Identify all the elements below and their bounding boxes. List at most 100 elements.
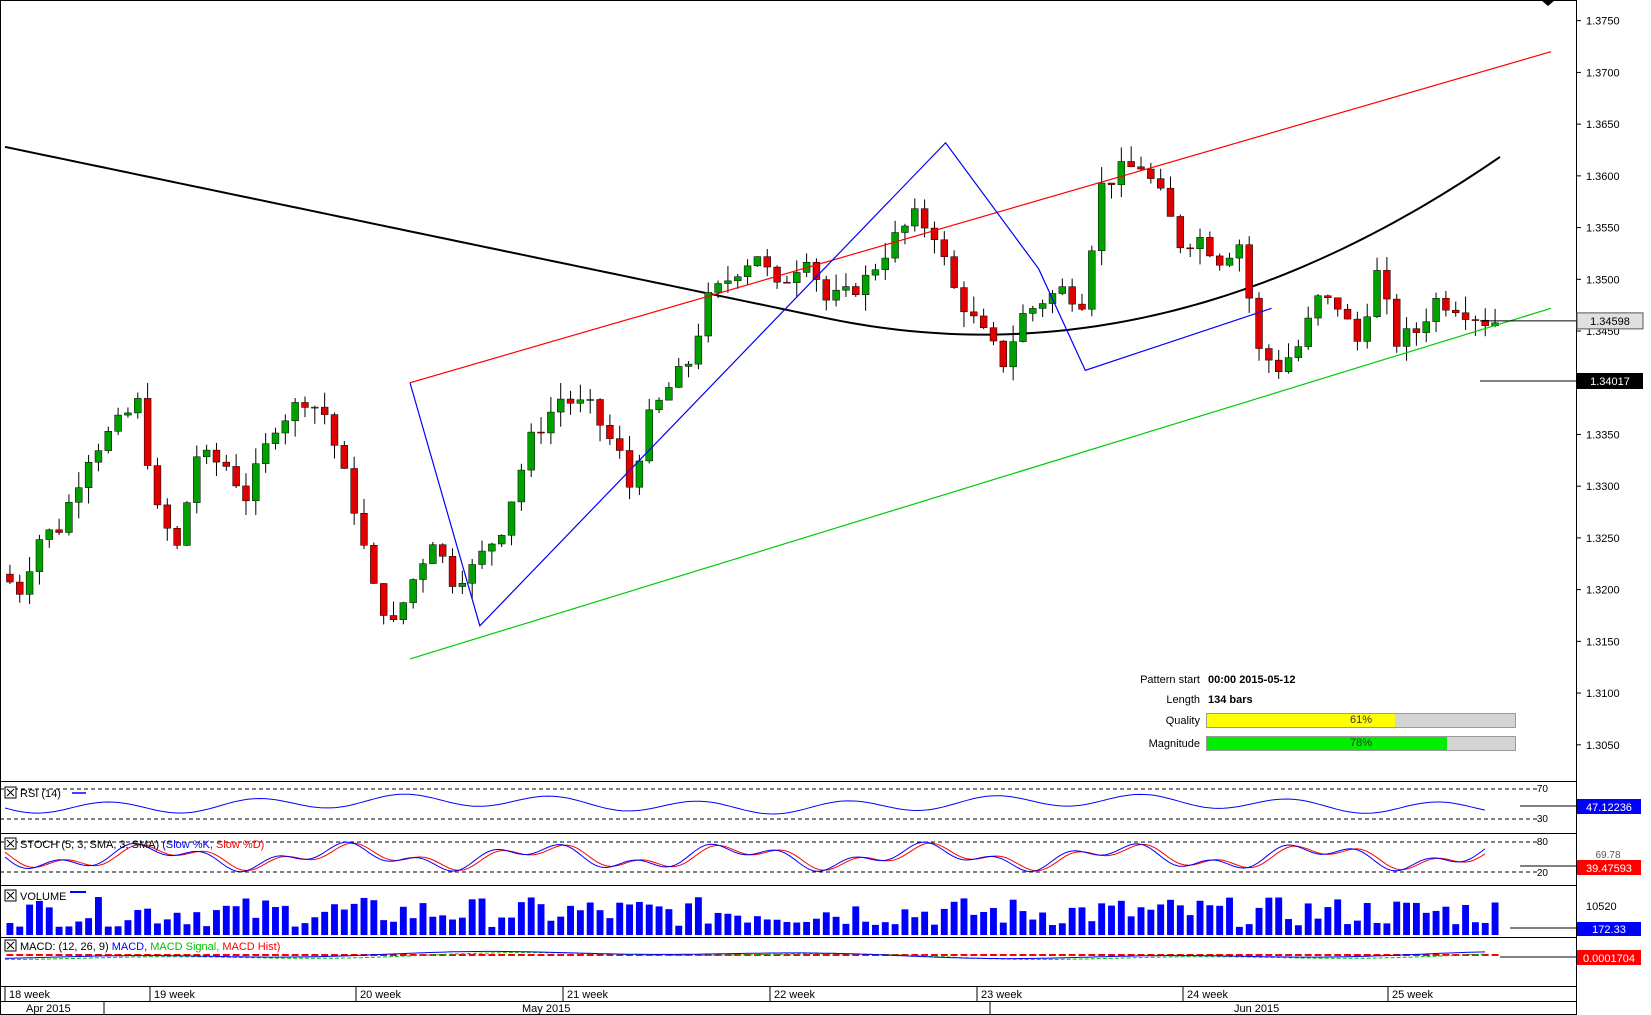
pattern-info: Pattern start 00:00 2015-05-12 Length 13… — [1090, 674, 1516, 764]
volume-bar — [478, 898, 486, 935]
macd-hist-bar — [1383, 954, 1391, 956]
volume-bar — [1275, 897, 1283, 935]
candle-body — [1058, 286, 1067, 294]
volume-bar — [547, 920, 555, 935]
volume-bar — [1344, 924, 1351, 935]
candle-body — [625, 450, 634, 488]
macd-hist-bar — [252, 954, 260, 956]
candle-body — [75, 487, 83, 503]
length-value: 134 bars — [1208, 694, 1253, 706]
moving-average-layer — [4, 145, 1501, 336]
macd-hist-bar — [242, 954, 250, 956]
candle-body — [1373, 270, 1381, 317]
macd-hist-bar — [950, 954, 958, 956]
volume-bar — [1481, 922, 1489, 935]
volume-bar — [744, 922, 752, 935]
volume-bar — [527, 897, 535, 935]
macd-close-icon — [6, 941, 15, 950]
volume-bar — [213, 910, 220, 935]
macd-hist-bar — [1481, 954, 1489, 956]
macd-hist-bar — [547, 954, 555, 956]
scroll-marker-icon[interactable] — [1541, 0, 1555, 6]
price-tick-label: 1.3100 — [1586, 688, 1620, 700]
macd-hist-bar — [1206, 954, 1214, 956]
volume-bar — [724, 913, 732, 935]
candle-body — [409, 579, 417, 603]
candle-body — [1343, 308, 1352, 320]
macd-hist-bar — [1167, 954, 1174, 956]
macd-hist-bar — [1285, 954, 1292, 956]
macd-hist-bar — [1058, 954, 1066, 956]
macd-hist-bar — [1186, 954, 1194, 956]
zigzag-line — [409, 141, 1272, 627]
macd-hist-bar — [635, 954, 643, 956]
candle-body — [665, 387, 673, 401]
macd-hist-bar — [468, 954, 476, 956]
candle-body — [1009, 341, 1017, 368]
volume-bar — [1029, 919, 1037, 935]
volume-bar — [675, 925, 683, 935]
candle-body — [1166, 187, 1175, 217]
candle-body — [979, 315, 988, 328]
candle-body — [45, 529, 53, 540]
volume-bar — [1058, 923, 1066, 935]
candle-body — [684, 363, 693, 367]
macd-hist-bar — [498, 954, 506, 956]
volume-bar — [1235, 926, 1243, 935]
volume-bar — [1334, 899, 1342, 935]
volume-bar — [399, 906, 407, 935]
volume-bar — [1019, 911, 1027, 935]
current-price-badge — [1576, 312, 1644, 330]
macd-hist-bar — [1245, 954, 1253, 956]
volume-bar — [1471, 922, 1479, 935]
candle-body — [537, 431, 545, 434]
macd-hist-bar — [537, 954, 545, 956]
volume-bar — [35, 900, 43, 935]
macd-hist-bar — [1314, 954, 1322, 956]
candle-body — [16, 581, 24, 595]
stoch-slow-d-line — [4, 842, 1486, 872]
rsi-title: RSI (14) — [20, 788, 61, 800]
candle-body — [65, 502, 73, 533]
volume-bar — [409, 918, 417, 935]
rsi-value-label: 47.12236 — [1586, 802, 1632, 814]
candle-body — [989, 327, 998, 342]
stoch-hidden-label: 69.78 — [1595, 850, 1620, 861]
candle-body — [242, 485, 250, 502]
volume-bar — [822, 912, 830, 935]
stoch-title-d: Slow %D) — [213, 839, 264, 851]
volume-bar — [154, 923, 161, 935]
volume-bar — [222, 905, 230, 935]
volume-bar — [891, 924, 899, 935]
macd-hist-bar — [1275, 954, 1283, 956]
macd-hist-bar — [124, 954, 132, 956]
macd-hist-bar — [1373, 954, 1381, 956]
volume-bar — [1245, 924, 1253, 935]
candle-body — [586, 399, 594, 401]
macd-hist-bar — [1324, 954, 1332, 956]
volume-bar — [370, 900, 378, 935]
volume-bar — [862, 921, 870, 935]
macd-hist-bar — [85, 954, 93, 956]
candle-body — [714, 283, 722, 293]
candle-body — [498, 535, 506, 545]
macd-hist-bar — [960, 954, 968, 956]
candle-body — [1432, 298, 1440, 322]
volume-bar — [232, 906, 240, 935]
volume-bar — [1412, 902, 1420, 935]
macd-hist-bar — [458, 954, 466, 956]
candle-body — [379, 583, 388, 616]
volume-bar — [301, 923, 309, 935]
volume-bar — [517, 902, 525, 935]
candle-body — [183, 502, 191, 546]
candle-body — [261, 443, 270, 464]
candle-body — [193, 456, 201, 503]
macd-hist-bar — [557, 954, 565, 956]
macd-hist-bar — [321, 954, 329, 956]
candle-body — [1137, 166, 1145, 170]
volume-bar — [173, 912, 181, 935]
stoch-slow-k-line — [4, 841, 1486, 873]
volume-bar — [694, 897, 702, 935]
macd-hist-bar — [1432, 954, 1440, 956]
